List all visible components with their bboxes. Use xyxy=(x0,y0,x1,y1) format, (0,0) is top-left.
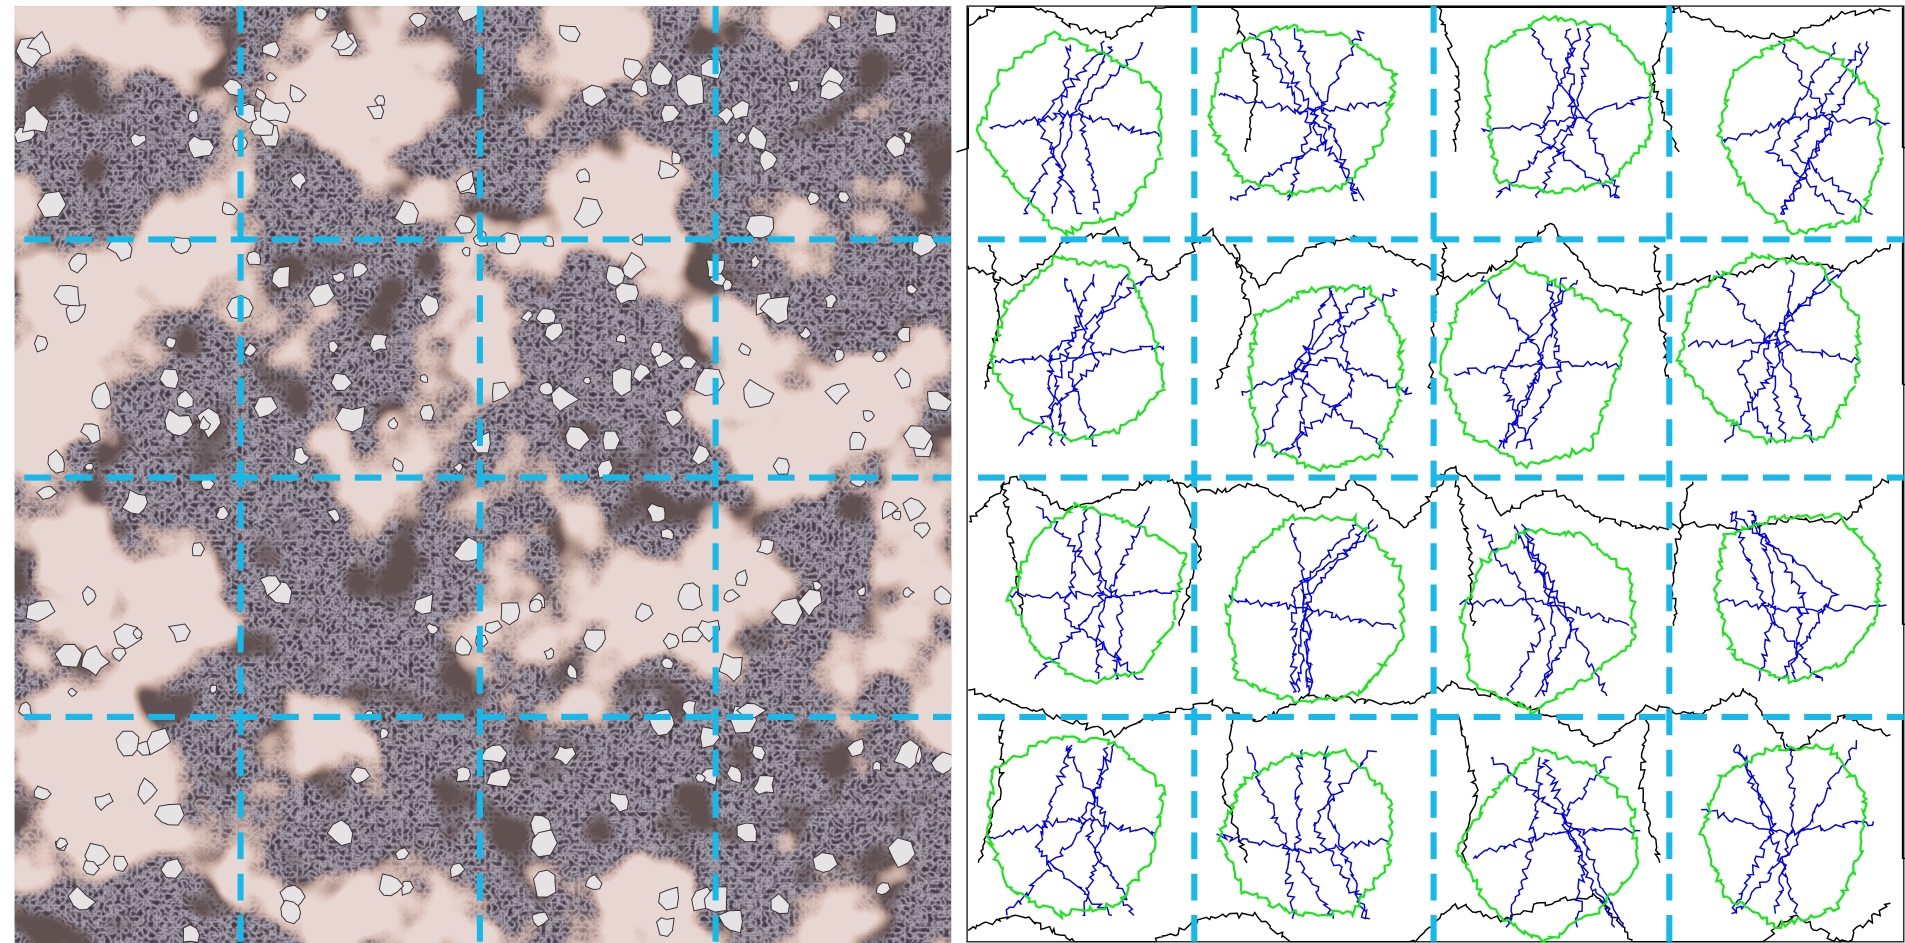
flake xyxy=(529,599,542,612)
flake xyxy=(420,405,434,421)
flake xyxy=(606,266,624,287)
flake xyxy=(533,870,555,897)
flake xyxy=(189,110,198,123)
flake xyxy=(539,382,553,395)
flake xyxy=(892,511,901,519)
texture-panel xyxy=(14,0,954,943)
flake xyxy=(456,767,470,782)
figure xyxy=(0,0,1905,943)
flake xyxy=(370,334,387,351)
flake xyxy=(166,337,176,348)
flake xyxy=(210,685,217,693)
flake xyxy=(247,251,261,265)
flake xyxy=(616,335,625,343)
flake xyxy=(85,463,94,470)
